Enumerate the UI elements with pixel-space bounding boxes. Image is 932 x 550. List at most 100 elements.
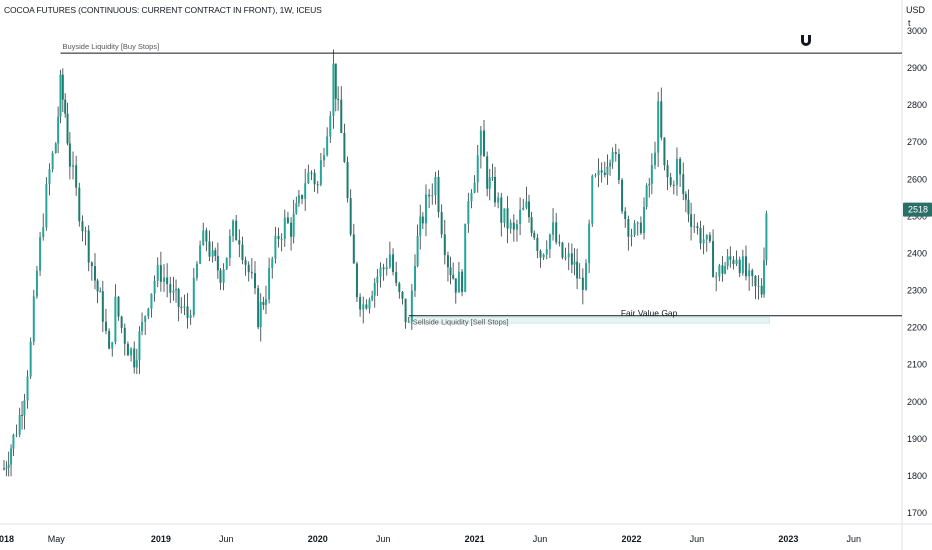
x-tick-label: 2018: [0, 534, 14, 544]
candle-body: [202, 230, 205, 246]
candle-body: [597, 170, 600, 176]
candle-body: [748, 270, 751, 277]
candle-body: [449, 267, 452, 275]
candle-body: [473, 182, 476, 193]
candle-body: [61, 74, 64, 100]
candle-body: [687, 199, 690, 215]
candle-body: [87, 230, 90, 263]
candle-body: [624, 211, 627, 219]
candle-body: [650, 164, 653, 184]
candle-body: [264, 299, 267, 305]
candle-body: [434, 176, 437, 196]
candle-body: [509, 222, 512, 229]
candle-body: [500, 197, 503, 223]
candle-body: [636, 222, 639, 224]
candle-body: [533, 232, 536, 238]
candle-body: [362, 304, 365, 310]
candle-body: [457, 271, 460, 293]
candle-body: [705, 234, 708, 240]
x-tick-label: 2019: [151, 534, 171, 544]
candle-body: [222, 269, 225, 283]
candle-body: [657, 101, 660, 153]
candle-body: [552, 222, 555, 235]
candle-body: [643, 206, 646, 234]
candle-body: [277, 235, 280, 240]
candle-body: [470, 192, 473, 202]
candle-body: [12, 434, 15, 449]
candle-body: [355, 263, 358, 298]
candle-body: [581, 277, 584, 290]
candle-body: [382, 267, 385, 270]
candle-body: [235, 220, 238, 241]
candle-body: [476, 155, 479, 183]
candle-body: [319, 160, 322, 185]
candle-body: [413, 265, 416, 291]
candle-body: [621, 179, 624, 212]
candle-body: [156, 265, 159, 281]
candle-body: [555, 222, 558, 243]
magnet-icon[interactable]: [801, 35, 811, 46]
overlays: 2518: [801, 35, 932, 217]
candle-body: [633, 223, 636, 235]
candle-body: [696, 226, 699, 228]
candle-body: [147, 308, 150, 317]
candle-body: [334, 63, 337, 99]
candle-body: [693, 226, 696, 228]
candle-body: [290, 222, 293, 237]
sellside-liquidity-label: Sellside Liquidity [Sell Stops]: [413, 318, 509, 327]
candle-body: [114, 296, 117, 343]
candle-body: [488, 177, 491, 189]
candle-body: [216, 255, 219, 271]
candle-body: [446, 255, 449, 268]
candle-body: [660, 101, 663, 138]
candle-body: [675, 159, 678, 185]
candle-body: [15, 434, 18, 436]
candle-body: [159, 265, 162, 282]
candle-body: [130, 348, 133, 356]
candle-body: [401, 291, 404, 299]
candle-body: [654, 152, 657, 165]
candle-body: [247, 264, 250, 273]
currency-label: USD: [906, 5, 926, 15]
candle-body: [271, 258, 274, 269]
candle-body: [141, 321, 144, 332]
candle-body: [219, 270, 222, 283]
candle-body: [93, 266, 96, 281]
candle-body: [751, 270, 754, 277]
candle-body: [527, 201, 530, 218]
candle-body: [454, 278, 457, 293]
candle-body: [684, 193, 687, 200]
candle-body: [99, 291, 102, 293]
candle-body: [398, 283, 401, 292]
candle-body: [48, 169, 51, 185]
candle-body: [343, 132, 346, 162]
candle-body: [724, 266, 727, 274]
magnet-icon-shape: [801, 35, 811, 46]
candle-body: [576, 261, 579, 279]
candle-body: [721, 265, 724, 274]
x-tick-label: May: [48, 534, 66, 544]
candle-body: [669, 177, 672, 185]
candle-body: [262, 301, 265, 305]
candle-body: [195, 263, 198, 278]
candle-body: [340, 99, 343, 133]
candle-body: [461, 271, 464, 292]
y-tick-label: 2000: [907, 397, 927, 407]
candle-body: [765, 213, 768, 261]
x-tick-label: 2022: [621, 534, 641, 544]
candle-body: [332, 63, 335, 116]
candle-body: [304, 183, 307, 199]
candle-body: [600, 170, 603, 173]
candle-body: [59, 74, 62, 117]
y-tick-label: 2700: [907, 137, 927, 147]
candle-body: [421, 216, 424, 224]
candle-body: [274, 235, 277, 259]
candle-body: [268, 268, 271, 300]
candle-body: [186, 306, 189, 318]
candle-body: [603, 172, 606, 175]
candle-body: [205, 230, 208, 242]
candle-body: [244, 260, 247, 265]
candle-body: [7, 464, 10, 468]
